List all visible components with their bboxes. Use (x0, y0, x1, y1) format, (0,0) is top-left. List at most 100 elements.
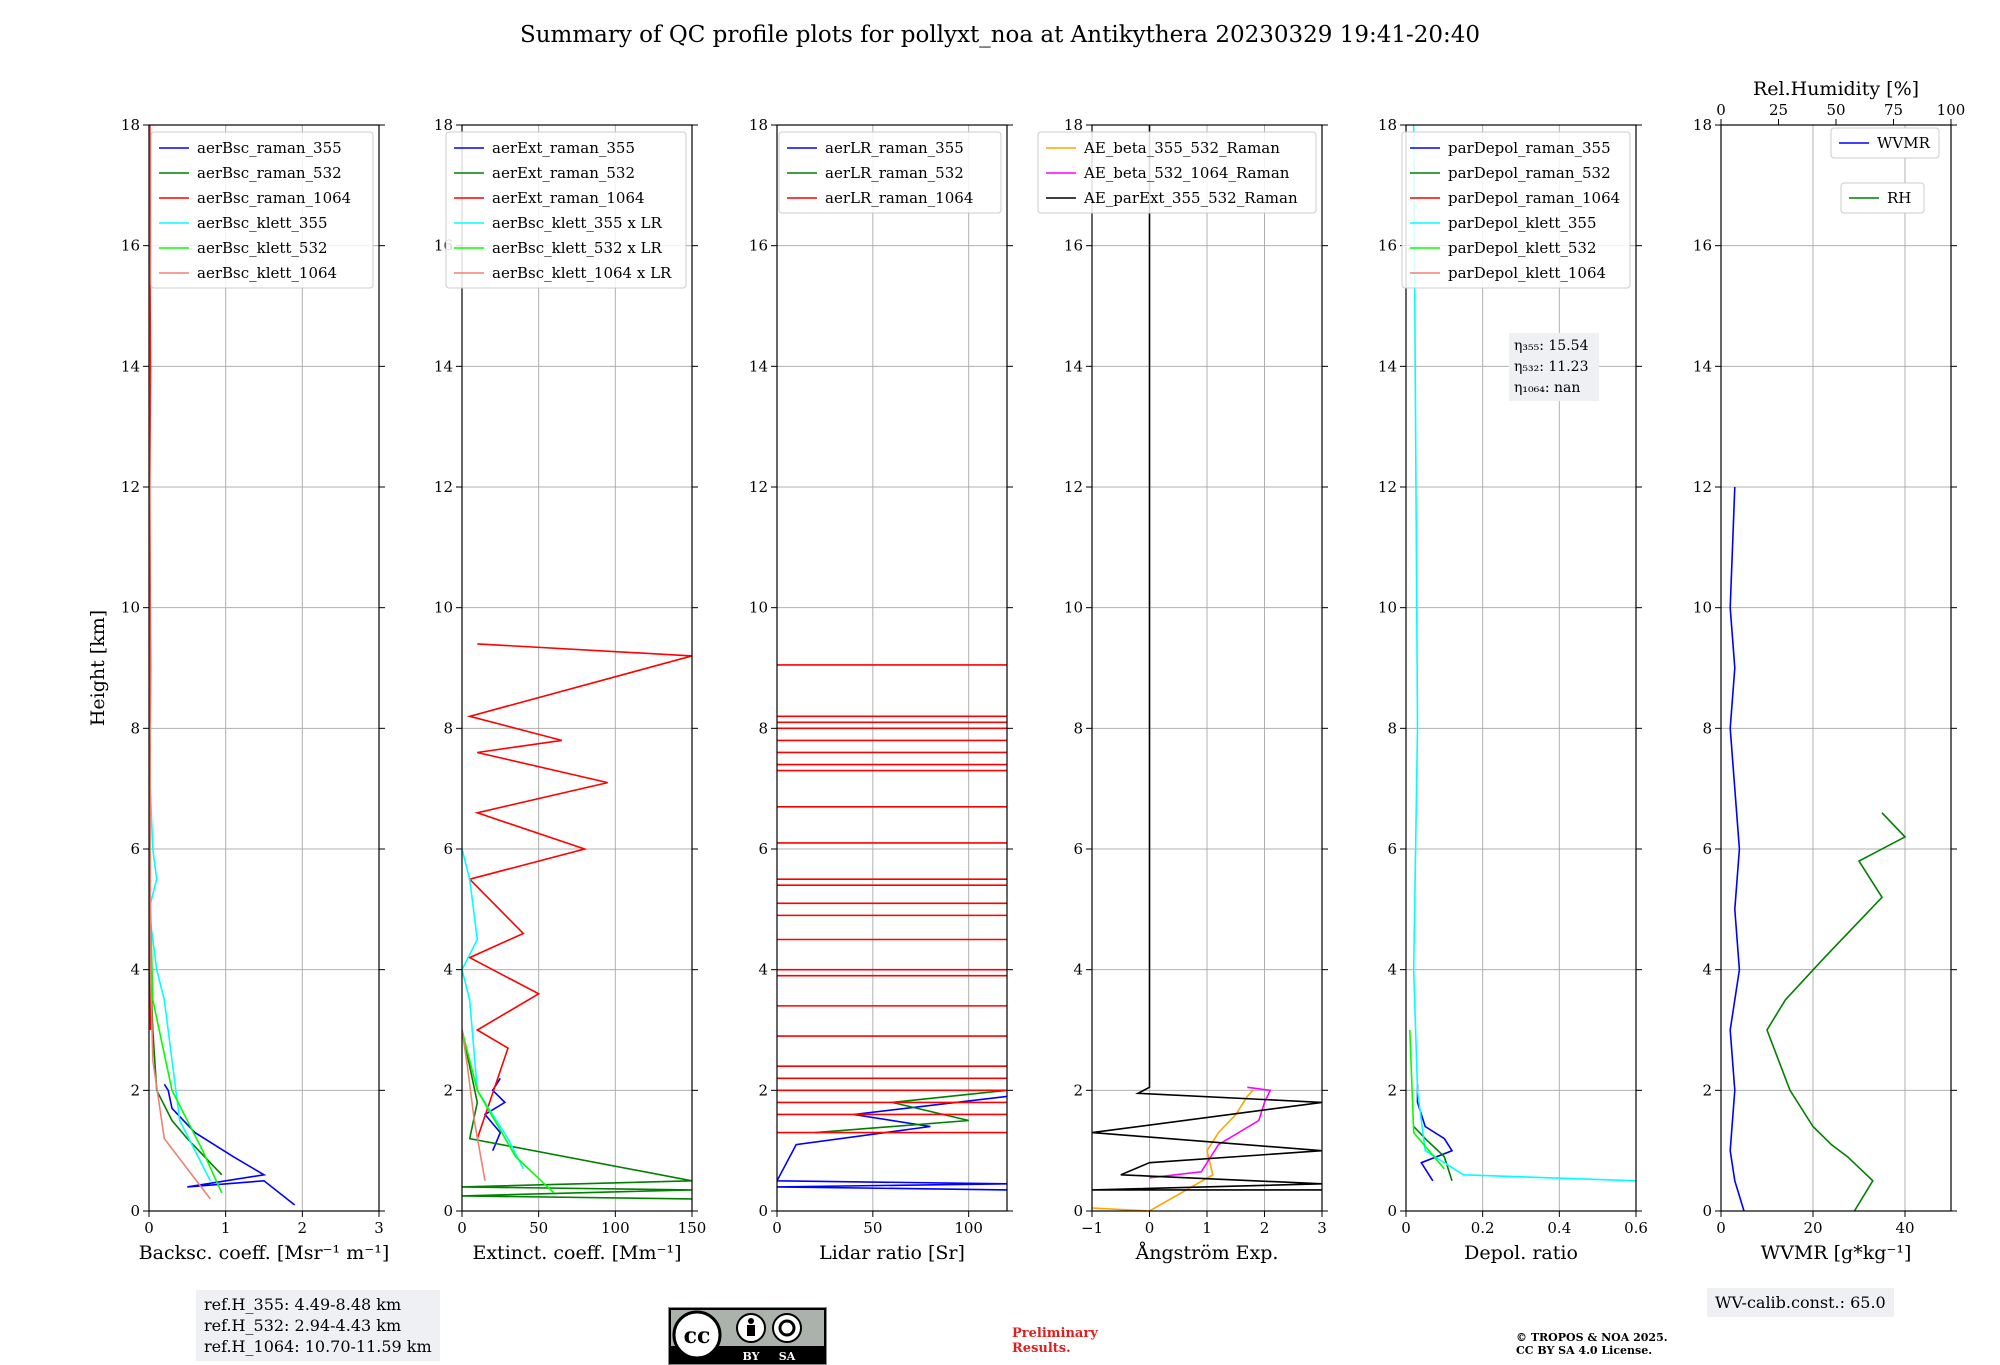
chart-panel-depol: 0 0.2 0.4 0.6 0 2 4 6 8 10 12 14 16 18 Depol. ratio par… (1378, 116, 1648, 1264)
legend-label: aerBsc_klett_1064 x LR (492, 264, 672, 282)
y-tick-label: 6 (443, 840, 453, 858)
legend-label: aerBsc_klett_355 x LR (492, 214, 663, 232)
y-tick-label: 18 (749, 116, 768, 134)
series-line-aerExt_raman_532 (462, 1029, 692, 1200)
x-tick-label: 1 (1202, 1219, 1212, 1237)
y-tick-label: 10 (1693, 599, 1712, 617)
y-tick-label: 16 (749, 237, 768, 255)
series-line-AE_beta_355_532_Raman (1092, 1089, 1254, 1211)
series-line-aerLR_raman_355 (777, 1095, 1007, 1191)
x-tick-label: 100 (954, 1219, 983, 1237)
legend-box (1037, 131, 1317, 214)
y-tick-label: 18 (434, 116, 453, 134)
axes-frame (1720, 124, 1952, 1212)
x-tick-label: 3 (1317, 1219, 1327, 1237)
y-tick-label: 0 (1702, 1202, 1712, 1220)
series-line-parDepol_raman_355 (1416, 1084, 1454, 1182)
x-tick-label: −1 (1081, 1219, 1103, 1237)
series-line-parDepol_klett_532 (1409, 1029, 1445, 1170)
axes-frame (148, 124, 380, 1212)
series-line-parDepol_klett_355 (1412, 125, 1636, 1182)
y-tick-label: 14 (1378, 357, 1397, 375)
copyright-note: © TROPOS & NOA 2025. CC BY SA 4.0 Licens… (1516, 1331, 1668, 1357)
y-axis-label: Height [km] (87, 610, 109, 726)
y-tick-label: 16 (121, 237, 140, 255)
x-tick-label: 3 (374, 1219, 384, 1237)
y-tick-label: 8 (130, 719, 140, 737)
y-tick-label: 0 (1387, 1202, 1397, 1220)
x-tick-label: 0 (772, 1219, 782, 1237)
x-tick-label: 1 (221, 1219, 231, 1237)
y-tick-label: 18 (1064, 116, 1083, 134)
preliminary-line-2: Results. (1012, 1341, 1071, 1356)
y-tick-label: 4 (758, 961, 768, 979)
y-tick-label: 10 (1378, 599, 1397, 617)
wv-calib-box: WV-calib.const.: 65.0 (1707, 1288, 1894, 1317)
legend-label: aerBsc_klett_1064 (197, 264, 337, 282)
legend-box (1840, 182, 1925, 214)
series-line-parDepol_raman_532 (1413, 1125, 1453, 1182)
y-tick-label: 8 (1387, 719, 1397, 737)
y-tick-label: 2 (1702, 1081, 1712, 1099)
y-tick-label: 8 (1073, 719, 1083, 737)
series-line-RH (1766, 812, 1907, 1211)
legend-label: aerLR_raman_1064 (825, 189, 973, 207)
series-line-aerBsc_klett_1064 x LR (462, 1029, 486, 1181)
annotation-box (1509, 333, 1599, 401)
y-tick-label: 12 (121, 478, 140, 496)
legend-box (445, 131, 687, 289)
y-tick-label: 6 (1073, 840, 1083, 858)
legend-label: aerBsc_klett_532 x LR (492, 239, 663, 257)
y-tick-label: 0 (758, 1202, 768, 1220)
axes-frame (461, 124, 693, 1212)
series-group (1729, 486, 1907, 1211)
x-tick-label: 0 (1145, 1219, 1155, 1237)
x-tick-label: 0.2 (1471, 1219, 1495, 1237)
annotation-label: η₃₅₅: 15.54 (1514, 338, 1589, 354)
x-tick-label: 50 (863, 1219, 882, 1237)
legend-label: aerBsc_klett_355 (197, 214, 328, 232)
series-line-AE_parExt_355_532_Raman (1092, 125, 1322, 1191)
series-group (1409, 125, 1636, 1182)
y-tick-label: 18 (1693, 116, 1712, 134)
y-tick-label: 2 (1073, 1081, 1083, 1099)
annotation-label: η₅₃₂: 11.23 (1514, 359, 1588, 375)
legend-label: parDepol_raman_532 (1448, 164, 1611, 182)
y-tick-label: 2 (1387, 1081, 1397, 1099)
legend-label: aerLR_raman_355 (825, 139, 964, 157)
y-tick-label: 4 (1073, 961, 1083, 979)
x-tick-label: 0 (1716, 1219, 1726, 1237)
top-x-tick-label: 75 (1884, 101, 1903, 119)
y-tick-label: 12 (749, 478, 768, 496)
legend-box (1401, 131, 1631, 289)
series-group (777, 664, 1007, 1191)
y-tick-label: 0 (1073, 1202, 1083, 1220)
legend-label: aerExt_raman_532 (492, 164, 635, 182)
y-tick-label: 12 (1693, 478, 1712, 496)
y-tick-label: 14 (434, 357, 453, 375)
y-tick-label: 10 (1064, 599, 1083, 617)
y-tick-label: 8 (1702, 719, 1712, 737)
legend-label: aerExt_raman_1064 (492, 189, 645, 207)
y-tick-label: 12 (434, 478, 453, 496)
x-tick-label: 0 (457, 1219, 467, 1237)
x-tick-label: 0.6 (1624, 1219, 1648, 1237)
reference-heights-box: ref.H_355: 4.49-8.48 km ref.H_532: 2.94-… (196, 1290, 440, 1361)
legend-label: AE_beta_355_532_Raman (1083, 139, 1280, 157)
y-tick-label: 14 (1693, 357, 1712, 375)
ref-height-355: ref.H_355: 4.49-8.48 km (204, 1295, 402, 1314)
share-alike-icon (772, 1313, 802, 1343)
series-line-aerBsc_klett_532 (149, 125, 223, 1194)
x-tick-label: 0 (144, 1219, 154, 1237)
top-x-tick-label: 0 (1716, 101, 1726, 119)
y-tick-label: 4 (1702, 961, 1712, 979)
axes-frame (776, 124, 1008, 1212)
legend-label: RH (1887, 189, 1911, 207)
y-tick-label: 18 (121, 116, 140, 134)
copyright-line-2: CC BY SA 4.0 License. (1516, 1344, 1653, 1357)
legend-label: aerExt_raman_355 (492, 139, 635, 157)
cc-logo-icon (672, 1310, 722, 1360)
x-tick-label: 100 (601, 1219, 630, 1237)
legend-box (1830, 127, 1940, 159)
